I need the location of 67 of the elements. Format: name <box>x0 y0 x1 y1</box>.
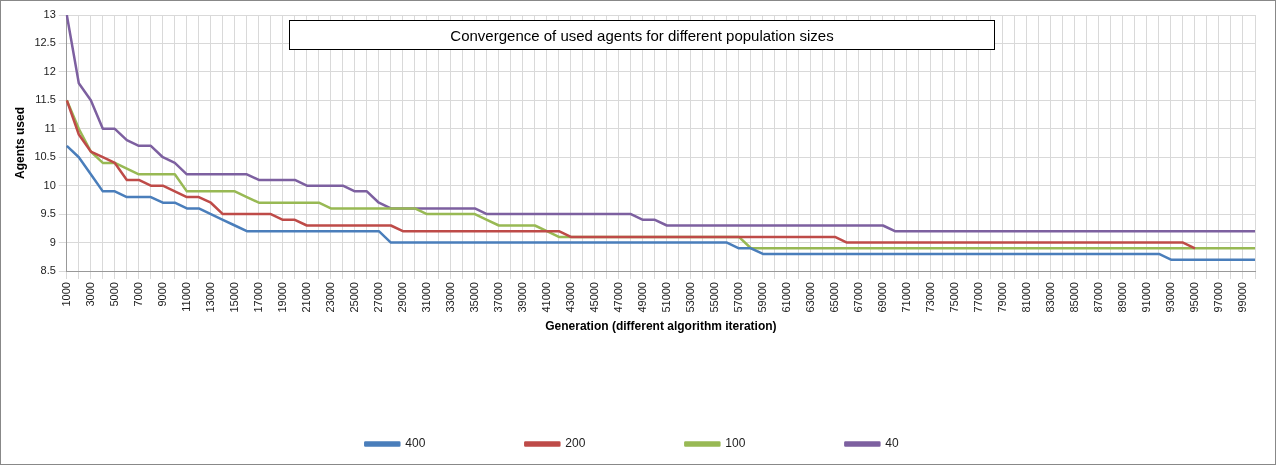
x-tick-label: 31000 <box>419 282 432 313</box>
x-tick-label: 79000 <box>995 282 1008 313</box>
x-tick-label: 37000 <box>491 282 504 313</box>
y-tick-label: 9 <box>49 235 56 248</box>
legend-label: 40 <box>885 436 900 451</box>
x-tick-label: 33000 <box>443 282 456 313</box>
x-tick-label: 17000 <box>251 282 264 313</box>
x-tick-label: 23000 <box>323 282 336 313</box>
x-tick-label: 85000 <box>1068 282 1080 313</box>
x-tick-label: 51000 <box>659 282 672 313</box>
x-tick-label: 97000 <box>1212 282 1225 313</box>
x-tick-label: 95000 <box>1188 282 1201 313</box>
x-tick-label: 99000 <box>1236 282 1249 313</box>
legend-label: 100 <box>725 436 746 451</box>
y-tick-label: 12.5 <box>34 36 56 49</box>
x-tick-label: 15000 <box>227 282 240 313</box>
x-tick-label: 41000 <box>539 282 552 313</box>
y-axis-title: Agents used <box>12 107 27 180</box>
x-tick-label: 81000 <box>1019 282 1032 313</box>
x-tick-label: 3000 <box>83 282 96 307</box>
x-tick-label: 93000 <box>1164 282 1177 313</box>
y-tick-label: 10.5 <box>34 150 56 163</box>
x-tick-label: 19000 <box>275 282 288 313</box>
x-tick-label: 43000 <box>563 282 576 313</box>
x-tick-label: 7000 <box>131 282 144 307</box>
y-tick-label: 12 <box>43 64 56 77</box>
x-tick-label: 47000 <box>611 282 624 313</box>
x-tick-label: 53000 <box>683 282 696 313</box>
x-tick-label: 73000 <box>923 282 936 313</box>
x-tick-label: 39000 <box>515 282 528 313</box>
x-tick-label: 67000 <box>851 282 864 313</box>
x-tick-label: 9000 <box>155 282 168 307</box>
x-tick-label: 5000 <box>107 282 120 307</box>
y-tick-label: 8.5 <box>40 264 56 277</box>
x-tick-label: 89000 <box>1116 282 1129 313</box>
x-tick-label: 77000 <box>971 282 984 313</box>
x-tick-label: 1000 <box>59 282 72 307</box>
x-tick-label: 21000 <box>299 282 312 313</box>
x-tick-label: 27000 <box>371 282 384 313</box>
x-tick-label: 45000 <box>587 282 600 313</box>
legend-label: 200 <box>565 436 586 451</box>
x-tick-label: 49000 <box>635 282 648 313</box>
y-tick-label: 11 <box>44 121 56 134</box>
x-tick-label: 57000 <box>731 282 744 313</box>
y-tick-label: 11.5 <box>35 93 56 106</box>
x-tick-label: 13000 <box>203 282 216 313</box>
y-tick-label: 10 <box>43 178 56 191</box>
x-tick-label: 25000 <box>347 282 360 313</box>
x-tick-label: 61000 <box>779 282 792 313</box>
x-tick-label: 75000 <box>947 282 960 313</box>
x-tick-label: 91000 <box>1140 282 1153 313</box>
y-tick-label: 9.5 <box>40 207 56 220</box>
x-tick-label: 83000 <box>1044 282 1056 313</box>
x-tick-label: 65000 <box>827 282 840 313</box>
x-tick-label: 87000 <box>1092 282 1105 313</box>
x-tick-label: 69000 <box>875 282 888 313</box>
title-frame: Convergence of used agents for different population sizes <box>289 20 995 50</box>
x-tick-label: 11000 <box>179 282 192 312</box>
legend-label: 400 <box>405 436 426 451</box>
x-tick-label: 63000 <box>803 282 816 313</box>
x-tick-label: 29000 <box>395 282 408 313</box>
x-tick-label: 55000 <box>707 282 720 313</box>
x-tick-label: 71000 <box>899 282 912 313</box>
x-axis-title: Generation (different algorithm iteration) <box>545 319 777 334</box>
x-tick-label: 35000 <box>467 282 480 313</box>
x-tick-label: 59000 <box>755 282 768 313</box>
y-tick-label: 13 <box>43 8 56 21</box>
